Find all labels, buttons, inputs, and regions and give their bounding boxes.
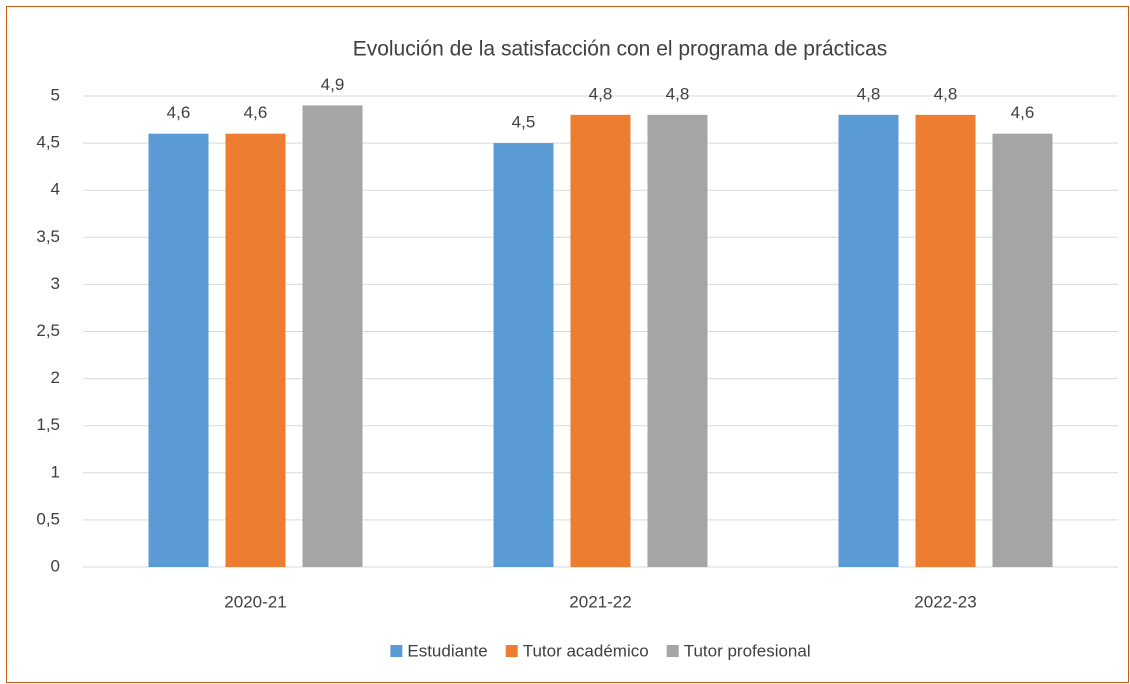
data-label: 4,5 [512, 113, 536, 132]
y-tick-label: 1,5 [36, 415, 60, 434]
bar [992, 133, 1053, 567]
y-tick-label: 3 [51, 274, 60, 293]
bar [647, 114, 708, 567]
data-label: 4,8 [589, 84, 613, 103]
data-label: 4,6 [244, 103, 268, 122]
bar [148, 133, 209, 567]
y-tick-label: 2 [51, 368, 60, 387]
bar [493, 143, 554, 567]
chart-border [6, 6, 1129, 683]
data-label: 4,8 [666, 84, 690, 103]
bar [302, 105, 363, 568]
y-tick-label: 2,5 [36, 321, 60, 340]
x-tick-label: 2020-21 [224, 592, 286, 611]
data-label: 4,8 [934, 84, 958, 103]
x-tick-label: 2021-22 [569, 592, 631, 611]
legend-swatch [505, 645, 518, 657]
y-tick-label: 0 [51, 556, 60, 575]
chart-title: Evolución de la satisfacción con el prog… [353, 38, 888, 61]
x-tick-label: 2022-23 [914, 592, 976, 611]
legend-label: Tutor académico [523, 641, 649, 660]
data-label: 4,8 [857, 84, 881, 103]
legend-swatch [666, 645, 679, 657]
data-label: 4,6 [1011, 103, 1035, 122]
bar [225, 133, 286, 567]
y-tick-label: 4 [51, 180, 60, 199]
data-label: 4,9 [321, 75, 345, 94]
legend-swatch [390, 645, 403, 657]
y-tick-label: 3,5 [36, 227, 60, 246]
y-tick-label: 4,5 [36, 133, 60, 152]
y-tick-label: 0,5 [36, 509, 60, 528]
legend-label: Estudiante [407, 641, 487, 660]
bar [838, 114, 899, 567]
y-tick-label: 5 [51, 85, 60, 104]
bar [570, 114, 631, 567]
data-label: 4,6 [167, 103, 191, 122]
y-tick-label: 1 [51, 462, 60, 481]
legend-label: Tutor profesional [684, 641, 811, 660]
bar [915, 114, 976, 567]
